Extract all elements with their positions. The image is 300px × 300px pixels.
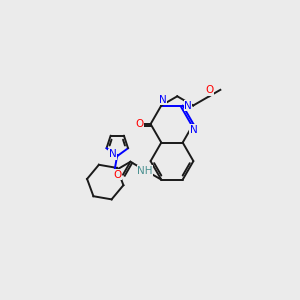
Text: O: O xyxy=(205,85,213,95)
Text: N: N xyxy=(159,95,167,105)
Text: N: N xyxy=(190,125,197,135)
Text: NH: NH xyxy=(137,166,153,176)
Text: O: O xyxy=(135,119,143,129)
Text: O: O xyxy=(113,170,122,180)
Text: N: N xyxy=(184,100,192,110)
Text: N: N xyxy=(109,149,116,159)
